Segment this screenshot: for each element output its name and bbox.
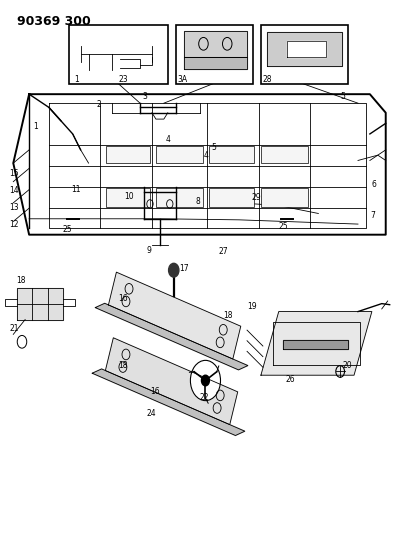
Polygon shape [184, 30, 247, 57]
Text: 10: 10 [124, 192, 134, 200]
Text: 4: 4 [203, 151, 208, 160]
Bar [156, 188, 203, 207]
Circle shape [169, 263, 179, 277]
Text: 29: 29 [251, 193, 261, 202]
Text: 18: 18 [118, 361, 128, 370]
Text: 14: 14 [9, 187, 19, 195]
Polygon shape [17, 288, 63, 319]
Text: 1: 1 [75, 75, 79, 84]
Text: 1: 1 [33, 122, 38, 131]
Text: 23: 23 [118, 75, 128, 84]
Bar [261, 188, 308, 207]
Polygon shape [184, 57, 247, 69]
Polygon shape [92, 369, 245, 435]
Text: 16: 16 [150, 387, 160, 396]
Text: 25: 25 [63, 225, 73, 234]
Text: 2: 2 [97, 100, 101, 109]
Text: 5: 5 [211, 143, 216, 152]
Bar [156, 146, 203, 163]
Bar [69, 25, 168, 84]
Text: 21: 21 [9, 324, 19, 333]
Text: 24: 24 [146, 409, 156, 418]
Text: 16: 16 [118, 294, 128, 303]
Text: 17: 17 [180, 264, 189, 273]
Text: 22: 22 [200, 393, 209, 402]
Text: 11: 11 [71, 185, 80, 194]
Text: 7: 7 [370, 211, 375, 220]
Polygon shape [261, 312, 372, 375]
Text: 18: 18 [16, 277, 26, 286]
Text: 27: 27 [219, 247, 228, 256]
Text: 3: 3 [142, 93, 147, 101]
Polygon shape [95, 303, 248, 370]
Circle shape [190, 360, 221, 401]
Bar [107, 188, 150, 207]
Text: 18: 18 [223, 311, 233, 320]
Polygon shape [109, 272, 241, 359]
Text: 5: 5 [340, 93, 345, 101]
Bar [209, 146, 254, 163]
Text: 20: 20 [342, 361, 352, 370]
Text: 19: 19 [247, 302, 257, 311]
Text: 28: 28 [263, 75, 273, 84]
Bar [261, 25, 348, 84]
Text: 6: 6 [372, 180, 377, 189]
Text: 15: 15 [9, 169, 19, 179]
Bar [107, 146, 150, 163]
Polygon shape [283, 340, 348, 349]
Text: 12: 12 [9, 220, 19, 229]
Bar [261, 146, 308, 163]
Text: 4: 4 [166, 135, 171, 144]
Bar [209, 188, 254, 207]
Text: 26: 26 [286, 375, 296, 384]
Text: 13: 13 [9, 203, 19, 212]
Text: 8: 8 [196, 197, 200, 206]
Text: 3A: 3A [178, 75, 188, 84]
Bar [176, 25, 253, 84]
Circle shape [201, 375, 209, 386]
Polygon shape [105, 338, 238, 425]
Polygon shape [286, 41, 326, 57]
Text: 9: 9 [146, 246, 151, 255]
Text: 25: 25 [279, 222, 288, 231]
Text: 90369 300: 90369 300 [17, 14, 91, 28]
Polygon shape [267, 32, 342, 66]
